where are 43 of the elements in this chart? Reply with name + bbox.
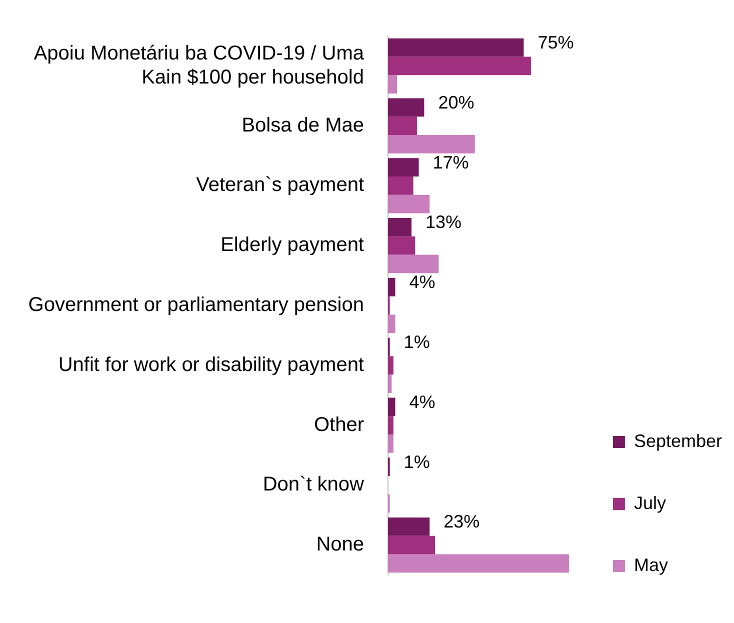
bar — [388, 434, 394, 453]
data-label: 4% — [409, 272, 436, 292]
data-label: 20% — [438, 92, 474, 112]
bar — [388, 356, 394, 375]
data-label: 17% — [432, 152, 469, 172]
y-tick-label: Elderly payment — [220, 234, 364, 256]
data-label: 75% — [538, 32, 574, 53]
bar — [388, 218, 412, 236]
bar — [388, 374, 392, 393]
bar — [388, 176, 414, 195]
bar — [388, 554, 569, 573]
data-label: 4% — [409, 392, 436, 412]
bar — [388, 75, 398, 94]
data-label: 23% — [444, 512, 480, 532]
bar — [388, 254, 439, 274]
bar — [388, 398, 396, 416]
bar — [388, 536, 436, 554]
bar — [388, 98, 424, 117]
y-tick-label: Apoiu Monetáriu ba COVID-19 / Uma Kain $100 per household — [34, 42, 365, 88]
bar — [388, 158, 419, 177]
legend-label: September — [634, 430, 722, 451]
bar — [388, 314, 396, 334]
bar — [388, 56, 531, 76]
y-tick-label: Other — [314, 414, 364, 436]
y-tick-label: Bolsa de Mae — [242, 114, 364, 136]
y-tick-label: Unfit for work or disability payment — [58, 354, 364, 376]
y-tick-label: Government or parliamentary pension — [28, 294, 364, 316]
bar — [388, 38, 524, 57]
bar — [388, 416, 394, 434]
legend-label: July — [634, 492, 666, 513]
bar — [388, 116, 417, 136]
bar — [388, 278, 396, 296]
data-label: 13% — [426, 212, 462, 232]
y-tick-label: Veteran`s payment — [196, 174, 364, 196]
data-label: 1% — [404, 332, 430, 352]
bar — [388, 194, 430, 214]
bar — [388, 135, 475, 154]
bar — [388, 236, 416, 255]
y-tick-label: Don`t know — [262, 474, 365, 496]
y-tick-label: None — [316, 534, 364, 556]
data-label: 1% — [404, 452, 430, 472]
legend-label: May — [634, 554, 668, 575]
bar — [388, 518, 430, 536]
